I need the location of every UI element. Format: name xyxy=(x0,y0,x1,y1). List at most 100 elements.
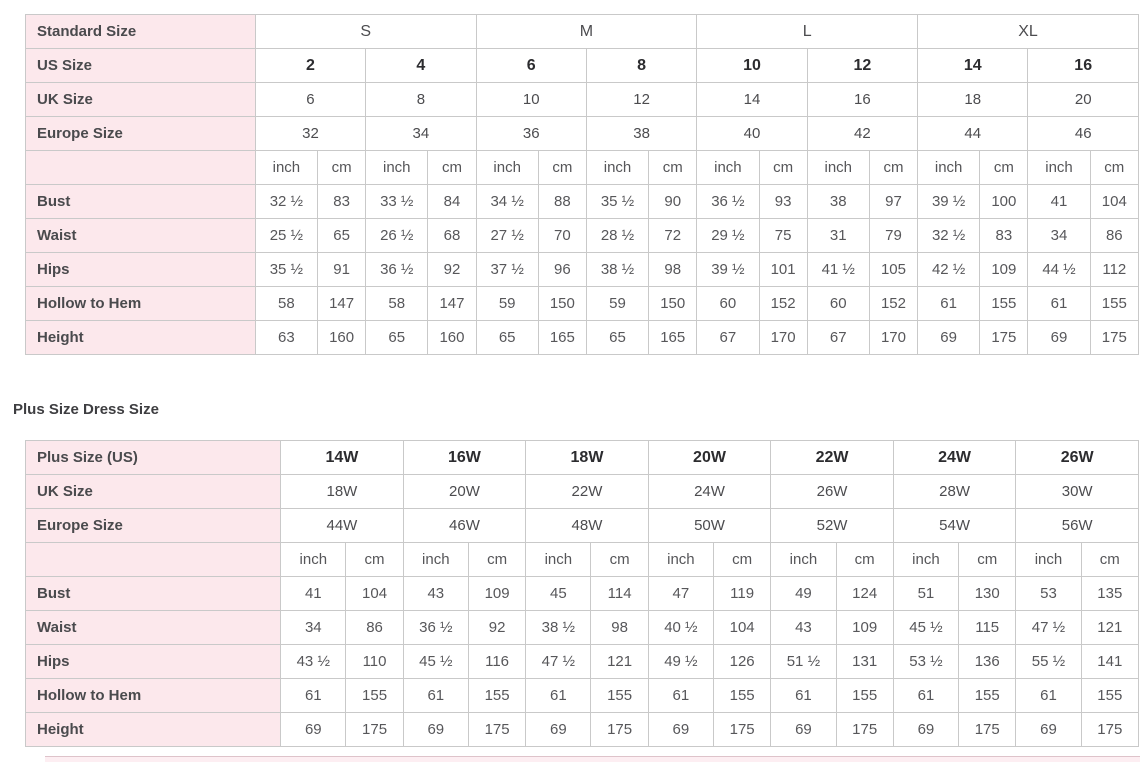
measurement-cell: 121 xyxy=(1080,610,1140,645)
measurement-cell: 69 xyxy=(280,712,347,747)
measurement-cell: 49 xyxy=(770,576,837,611)
size-number-cell: 16W xyxy=(402,440,527,475)
size-number-cell: 44W xyxy=(280,508,404,543)
row-label-uk-size: UK Size xyxy=(25,82,256,117)
measurement-cell: 65 xyxy=(585,320,650,355)
measure-row-height: Height 63 160 65 160 65 165 65 165 67 170 67 170 69 17… xyxy=(25,320,1140,355)
measurement-cell: 55 ½ xyxy=(1015,644,1082,679)
unit-cell: inch xyxy=(1027,150,1091,185)
measurement-cell: 147 xyxy=(316,286,367,321)
measurement-cell: 109 xyxy=(467,576,527,611)
unit-cell: inch xyxy=(475,150,539,185)
measurement-cell: 49 ½ xyxy=(647,644,715,679)
measurement-cell: 61 xyxy=(280,678,347,713)
size-number-cell: 30W xyxy=(1015,474,1139,509)
size-number-cell: 48W xyxy=(525,508,649,543)
measurement-cell: 126 xyxy=(713,644,772,679)
row-label-standard-size: Standard Size xyxy=(25,14,256,49)
size-number-cell: 20W xyxy=(402,474,527,509)
unit-cell: inch xyxy=(365,150,429,185)
measurement-cell: 72 xyxy=(648,218,698,253)
unit-header-row: inch cm inch cm inch cm inch cm inch cm inch cm inch… xyxy=(24,542,1140,577)
measurement-cell: 38 xyxy=(806,184,870,219)
size-number-cell: 18 xyxy=(917,82,1029,117)
measurement-cell: 155 xyxy=(979,286,1029,321)
unit-cell: cm xyxy=(868,150,919,185)
size-number-cell: 6 xyxy=(475,48,587,83)
measurement-cell: 130 xyxy=(958,576,1017,611)
measurement-cell: 165 xyxy=(537,320,587,355)
measurement-cell: 45 ½ xyxy=(892,610,960,645)
measurement-cell: 79 xyxy=(868,218,919,253)
measurement-cell: 96 xyxy=(537,252,587,287)
row-label-europe-size: Europe Size xyxy=(25,116,256,151)
measurement-cell: 61 xyxy=(1027,286,1091,321)
measurement-cell: 121 xyxy=(590,644,649,679)
measurement-cell: 38 ½ xyxy=(585,252,650,287)
size-number-cell: 34 xyxy=(365,116,477,151)
measurement-cell: 29 ½ xyxy=(696,218,760,253)
measurement-cell: 160 xyxy=(316,320,367,355)
measurement-cell: 100 xyxy=(979,184,1029,219)
measurement-cell: 26 ½ xyxy=(365,218,429,253)
size-number-cell: 4 xyxy=(365,48,477,83)
measurement-cell: 69 xyxy=(647,712,715,747)
measurement-cell: 150 xyxy=(537,286,587,321)
measurement-cell: 32 ½ xyxy=(254,184,319,219)
measure-row-height: Height 69 175 69 175 69 175 69 175 69 175 69 175 69 17… xyxy=(24,712,1140,747)
measurement-cell: 93 xyxy=(758,184,808,219)
row-label-uk-size: UK Size xyxy=(24,474,282,509)
measurement-cell: 75 xyxy=(758,218,808,253)
measurement-cell: 175 xyxy=(979,320,1029,355)
measurement-cell: 69 xyxy=(1015,712,1082,747)
measurement-cell: 69 xyxy=(917,320,981,355)
measurement-cell: 42 ½ xyxy=(917,252,981,287)
measurement-cell: 58 xyxy=(365,286,429,321)
measurement-cell: 63 xyxy=(254,320,319,355)
row-label-hips: Hips xyxy=(25,252,256,287)
measurement-cell: 47 ½ xyxy=(1015,610,1082,645)
header-row-uk-size: UK Size 6 8 10 12 14 16 18 20 xyxy=(25,82,1139,117)
measurement-cell: 43 ½ xyxy=(280,644,347,679)
measurement-cell: 86 xyxy=(1089,218,1140,253)
unit-cell: cm xyxy=(835,542,894,577)
measurement-cell: 88 xyxy=(537,184,587,219)
measurement-cell: 60 xyxy=(806,286,870,321)
measurement-cell: 65 xyxy=(316,218,367,253)
measurement-cell: 147 xyxy=(427,286,477,321)
unit-cell: cm xyxy=(1080,542,1140,577)
measurement-cell: 152 xyxy=(868,286,919,321)
measurement-cell: 175 xyxy=(713,712,772,747)
measurement-cell: 61 xyxy=(1015,678,1082,713)
size-group-cell: S xyxy=(254,14,477,49)
unit-cell: cm xyxy=(713,542,772,577)
measurement-cell: 104 xyxy=(713,610,772,645)
measurement-cell: 35 ½ xyxy=(585,184,650,219)
unit-cell: cm xyxy=(1089,150,1140,185)
measurement-cell: 37 ½ xyxy=(475,252,539,287)
measurement-cell: 116 xyxy=(467,644,527,679)
size-number-cell: 10 xyxy=(475,82,587,117)
measurement-cell: 83 xyxy=(316,184,367,219)
size-number-cell: 16 xyxy=(1027,48,1139,83)
measurement-cell: 112 xyxy=(1089,252,1140,287)
unit-cell: inch xyxy=(254,150,319,185)
measurement-cell: 31 xyxy=(806,218,870,253)
measurement-cell: 86 xyxy=(345,610,404,645)
measurement-cell: 155 xyxy=(958,678,1017,713)
measurement-cell: 155 xyxy=(1089,286,1140,321)
measure-row-hollow-to-hem: Hollow to Hem 61 155 61 155 61 155 61 155 61 155 61… xyxy=(24,678,1140,713)
size-number-cell: 12 xyxy=(806,48,919,83)
measurement-cell: 98 xyxy=(590,610,649,645)
unit-cell: inch xyxy=(525,542,592,577)
unit-cell: inch xyxy=(280,542,347,577)
measurement-cell: 83 xyxy=(979,218,1029,253)
measurement-cell: 53 ½ xyxy=(892,644,960,679)
size-group-cell: M xyxy=(475,14,698,49)
measurement-cell: 59 xyxy=(585,286,650,321)
unit-cell: inch xyxy=(770,542,837,577)
size-number-cell: 6 xyxy=(254,82,367,117)
size-number-cell: 56W xyxy=(1015,508,1139,543)
header-row-plus-size-us: Plus Size (US) 14W 16W 18W 20W 22W 24W 26W xyxy=(24,440,1139,475)
